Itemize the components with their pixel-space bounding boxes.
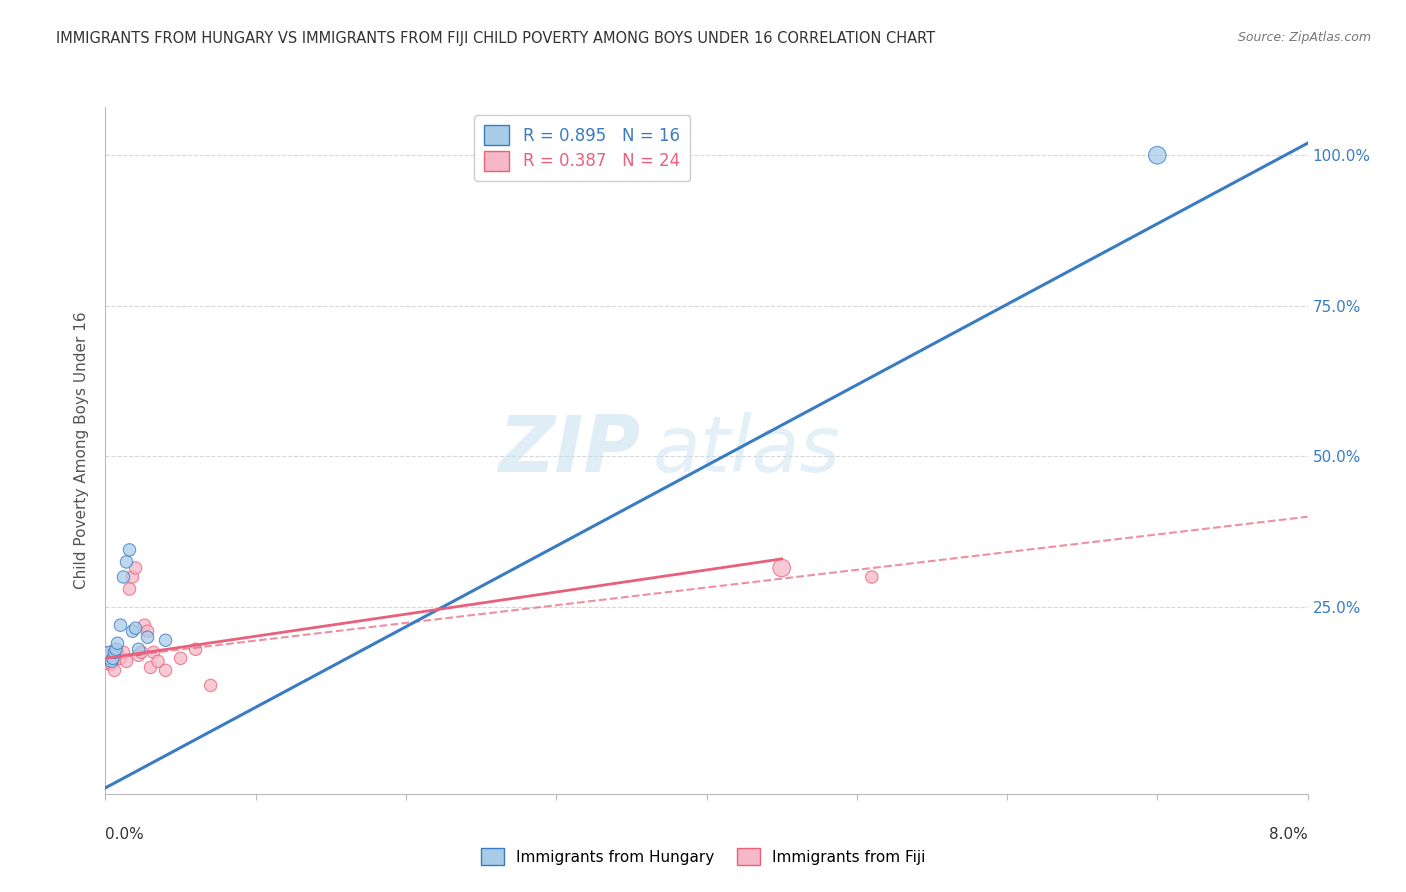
Point	[118, 582, 141, 596]
Point	[112, 645, 135, 659]
Point	[860, 570, 883, 584]
Point	[146, 654, 169, 668]
Text: Source: ZipAtlas.com: Source: ZipAtlas.com	[1237, 31, 1371, 45]
Point	[128, 642, 150, 657]
Legend: R = 0.895   N = 16, R = 0.387   N = 24: R = 0.895 N = 16, R = 0.387 N = 24	[474, 115, 690, 180]
Point	[200, 678, 222, 692]
Point	[131, 645, 153, 659]
Point	[124, 621, 146, 635]
Point	[124, 561, 146, 575]
Point	[121, 570, 143, 584]
Point	[107, 636, 129, 650]
Point	[155, 664, 177, 678]
Point	[110, 618, 132, 632]
Point	[770, 561, 793, 575]
Text: atlas: atlas	[652, 412, 841, 489]
Point	[128, 648, 150, 663]
Point	[100, 654, 122, 668]
Point	[100, 657, 122, 672]
Text: IMMIGRANTS FROM HUNGARY VS IMMIGRANTS FROM FIJI CHILD POVERTY AMONG BOYS UNDER 1: IMMIGRANTS FROM HUNGARY VS IMMIGRANTS FR…	[56, 31, 935, 46]
Point	[115, 654, 138, 668]
Point	[169, 651, 191, 665]
Text: 0.0%: 0.0%	[105, 827, 145, 841]
Point	[118, 542, 141, 557]
Point	[134, 618, 156, 632]
Point	[1146, 148, 1168, 162]
Y-axis label: Child Poverty Among Boys Under 16: Child Poverty Among Boys Under 16	[75, 311, 90, 590]
Point	[103, 664, 125, 678]
Point	[104, 642, 127, 657]
Point	[98, 648, 121, 663]
Point	[136, 630, 159, 644]
Point	[103, 645, 125, 659]
Point	[112, 570, 135, 584]
Point	[155, 633, 177, 648]
Point	[115, 555, 138, 569]
Point	[107, 645, 129, 659]
Point	[142, 645, 165, 659]
Point	[110, 651, 132, 665]
Point	[101, 651, 124, 665]
Point	[184, 642, 207, 657]
Text: 8.0%: 8.0%	[1268, 827, 1308, 841]
Point	[121, 624, 143, 639]
Point	[136, 624, 159, 639]
Legend: Immigrants from Hungary, Immigrants from Fiji: Immigrants from Hungary, Immigrants from…	[474, 842, 932, 871]
Text: ZIP: ZIP	[498, 412, 640, 489]
Point	[139, 660, 162, 674]
Point	[98, 648, 121, 663]
Point	[97, 651, 120, 665]
